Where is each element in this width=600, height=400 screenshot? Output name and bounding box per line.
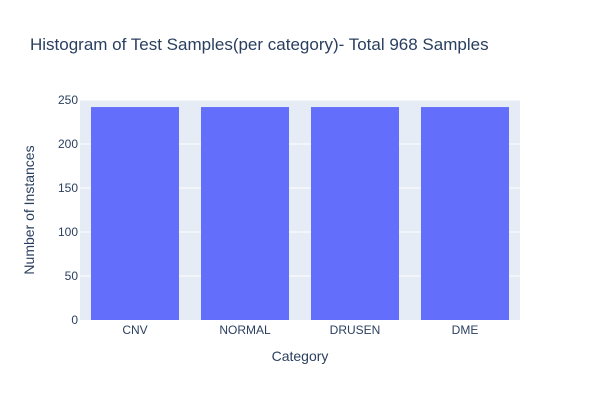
x-axis-title: Category <box>272 348 329 364</box>
y-tick-label: 200 <box>58 137 78 151</box>
x-tick-label: DME <box>452 323 479 337</box>
bars <box>91 107 509 320</box>
x-tick-label: DRUSEN <box>330 323 381 337</box>
y-axis-ticks: 0 50 100 150 200 250 <box>58 93 78 327</box>
bar-normal[interactable] <box>201 107 289 320</box>
y-tick-label: 250 <box>58 93 78 107</box>
bar-cnv[interactable] <box>91 107 179 320</box>
x-tick-label: CNV <box>122 323 147 337</box>
bar-dme[interactable] <box>421 107 509 320</box>
y-tick-label: 0 <box>71 313 78 327</box>
y-tick-label: 150 <box>58 181 78 195</box>
chart-title: Histogram of Test Samples(per category)-… <box>30 35 489 54</box>
x-tick-label: NORMAL <box>219 323 271 337</box>
y-tick-label: 50 <box>65 269 79 283</box>
y-tick-label: 100 <box>58 225 78 239</box>
bar-drusen[interactable] <box>311 107 399 320</box>
y-axis-title: Number of Instances <box>21 145 37 274</box>
x-axis-ticks: CNV NORMAL DRUSEN DME <box>122 323 478 337</box>
